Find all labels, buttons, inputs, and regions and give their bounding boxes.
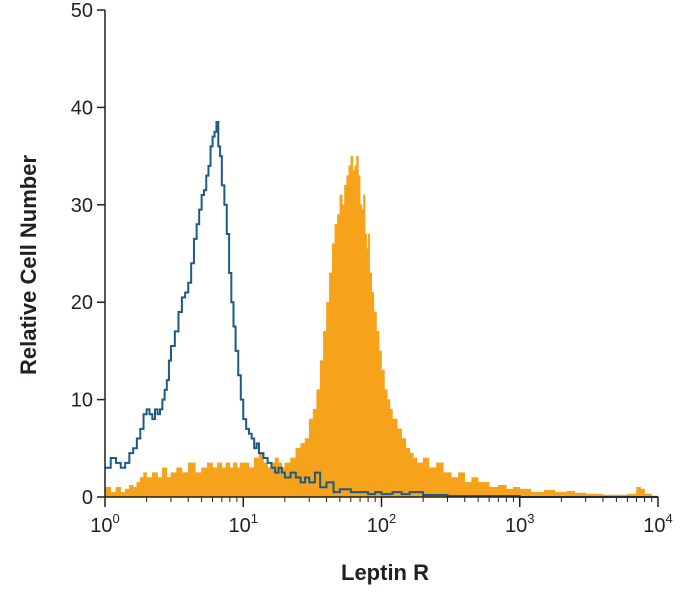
- leptin-r-filled-histogram: [104, 155, 659, 498]
- y-tick-label: 10: [71, 390, 93, 412]
- y-tick-label: 30: [71, 195, 93, 217]
- y-tick-label: 40: [71, 97, 93, 119]
- x-tick-label: 103: [505, 511, 534, 537]
- plot-area: [104, 121, 659, 498]
- y-tick-label: 0: [82, 487, 93, 509]
- y-axis-title: Relative Cell Number: [16, 155, 41, 376]
- x-axis-title: Leptin R: [341, 560, 429, 585]
- y-tick-label: 50: [71, 0, 93, 22]
- x-axis: 100 101 102 103 104: [90, 496, 673, 537]
- x-tick-label: 100: [90, 511, 119, 537]
- y-axis: 0 10 20 30 40 50: [71, 0, 106, 509]
- isotype-control-outline-histogram: [105, 121, 658, 498]
- x-tick-label: 102: [367, 511, 396, 537]
- x-tick-label: 104: [643, 511, 672, 537]
- y-tick-label: 20: [71, 292, 93, 314]
- x-tick-label: 101: [229, 511, 258, 537]
